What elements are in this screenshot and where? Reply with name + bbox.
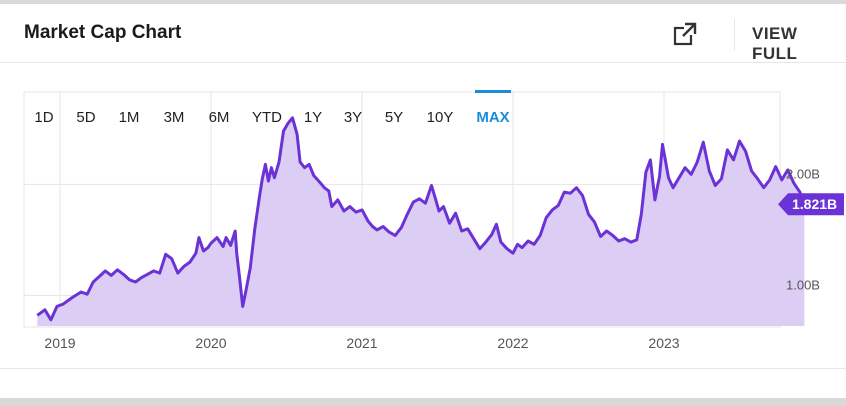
x-tick-label: 2023: [648, 335, 679, 351]
range-option-6m[interactable]: 6M: [209, 109, 230, 126]
x-tick-label: 2021: [346, 335, 377, 351]
x-tick-label: 2022: [497, 335, 528, 351]
chart-title: Market Cap Chart: [24, 22, 182, 43]
range-option-max[interactable]: MAX: [476, 109, 509, 126]
external-link-icon[interactable]: [672, 21, 698, 47]
current-value-badge-shape: [778, 193, 844, 216]
range-option-1m[interactable]: 1M: [119, 109, 140, 126]
range-option-3m[interactable]: 3M: [164, 109, 185, 126]
footer-divider: [0, 368, 846, 369]
view-full-button[interactable]: VIEW FULL: [752, 24, 798, 63]
x-tick-label: 2020: [195, 335, 226, 351]
range-option-5d[interactable]: 5D: [76, 109, 95, 126]
y-axis-ticks: 1.00B 2.00B: [786, 166, 820, 292]
current-value-badge: 1.821B: [778, 193, 844, 216]
y-tick-label: 1.00B: [786, 277, 820, 292]
bottom-border: [0, 398, 846, 406]
range-option-10y[interactable]: 10Y: [427, 109, 454, 126]
chart-header: Market Cap Chart VIEW FULL: [0, 4, 846, 63]
current-value-label: 1.821B: [792, 196, 837, 212]
market-cap-area: [37, 117, 805, 326]
range-option-3y[interactable]: 3Y: [344, 109, 362, 126]
range-option-1y[interactable]: 1Y: [304, 109, 322, 126]
time-range-selector: 1D 5D 1M 3M 6M YTD 1Y 3Y 5Y 10Y MAX: [34, 90, 511, 126]
market-cap-chart: 1D 5D 1M 3M 6M YTD 1Y 3Y 5Y 10Y MAX 2019 2020 2021 20…: [23, 90, 844, 351]
top-border: [0, 0, 846, 4]
x-axis-ticks: 2019 2020 2021 2022 2023: [44, 335, 679, 351]
market-cap-line: [36, 116, 806, 322]
range-selected-indicator: [475, 90, 511, 93]
range-option-5y[interactable]: 5Y: [385, 109, 403, 126]
header-divider: [734, 19, 735, 51]
range-option-1d[interactable]: 1D: [34, 109, 53, 126]
y-tick-label: 2.00B: [786, 166, 820, 181]
range-option-ytd[interactable]: YTD: [252, 109, 282, 126]
x-tick-label: 2019: [44, 335, 75, 351]
